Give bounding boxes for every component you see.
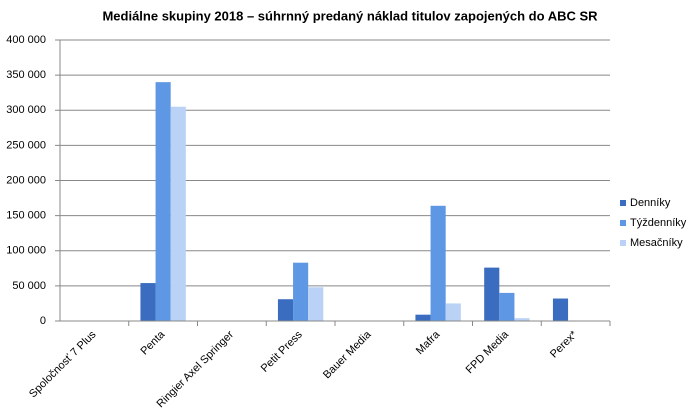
bar xyxy=(499,292,515,321)
y-tick-label: 100 000 xyxy=(6,245,46,257)
legend-label: Denníky xyxy=(630,197,671,209)
bar xyxy=(277,299,294,321)
y-tick-label: 300 000 xyxy=(6,104,46,116)
bar xyxy=(514,318,530,321)
y-tick-label: 50 000 xyxy=(12,280,46,292)
bar xyxy=(552,298,569,321)
bar xyxy=(155,82,171,322)
x-tick-label: Petit Press xyxy=(259,328,305,374)
y-tick-label: 150 000 xyxy=(6,210,46,222)
legend-label: Mesačníky xyxy=(630,237,683,249)
x-tick-label: Spoločnosť 7 Plus xyxy=(27,328,99,400)
bar xyxy=(415,314,431,321)
bar xyxy=(140,283,156,321)
bar xyxy=(293,262,309,321)
y-tick-label: 350 000 xyxy=(6,69,46,81)
x-tick-label: Ringier Axel Springer xyxy=(154,328,236,410)
y-tick-label: 400 000 xyxy=(6,34,46,46)
legend-swatch xyxy=(620,220,626,226)
chart-title: Mediálne skupiny 2018 – súhrnný predaný … xyxy=(102,8,598,23)
x-tick-label: Perex* xyxy=(548,328,580,360)
legend-swatch xyxy=(620,240,626,246)
x-tick-label: Penta xyxy=(138,328,167,357)
y-tick-label: 200 000 xyxy=(6,174,46,186)
bar xyxy=(445,303,461,321)
bar xyxy=(308,287,324,321)
x-tick-label: Bauer Media xyxy=(321,328,374,381)
y-tick-label: 0 xyxy=(40,315,46,327)
bar xyxy=(170,106,186,321)
bar xyxy=(484,267,500,321)
legend-swatch xyxy=(620,200,626,206)
bar xyxy=(430,205,446,321)
legend-label: Týždenníky xyxy=(630,217,687,229)
y-tick-label: 250 000 xyxy=(6,139,46,151)
x-tick-label: FPD Media xyxy=(464,328,512,376)
x-tick-label: Mafra xyxy=(414,328,443,357)
